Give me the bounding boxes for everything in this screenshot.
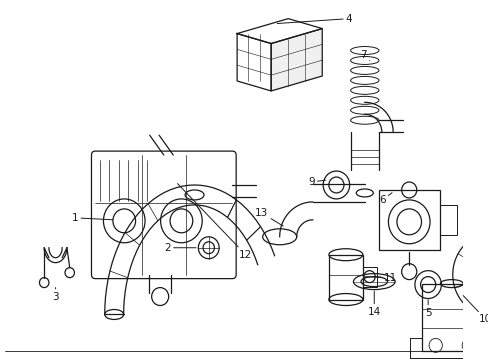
Text: 2: 2 xyxy=(164,243,196,253)
Bar xyxy=(362,267,376,287)
Text: 13: 13 xyxy=(255,208,283,226)
Text: 3: 3 xyxy=(52,288,59,302)
Bar xyxy=(328,255,362,300)
Text: 7: 7 xyxy=(359,50,369,60)
Text: 8: 8 xyxy=(0,359,1,360)
Polygon shape xyxy=(237,33,271,91)
Text: 15: 15 xyxy=(0,359,1,360)
Text: 11: 11 xyxy=(364,273,396,283)
Text: 10: 10 xyxy=(462,296,488,324)
Text: 9: 9 xyxy=(307,177,325,187)
Polygon shape xyxy=(237,19,322,44)
Text: 17: 17 xyxy=(0,359,1,360)
Bar xyxy=(440,205,457,235)
Bar xyxy=(421,284,482,351)
Text: 14: 14 xyxy=(367,291,380,316)
Text: 16: 16 xyxy=(0,359,1,360)
Text: 4: 4 xyxy=(277,14,352,24)
Text: 12: 12 xyxy=(177,184,252,260)
Text: 1: 1 xyxy=(71,213,113,223)
Text: 6: 6 xyxy=(378,193,391,205)
Polygon shape xyxy=(271,28,322,91)
Text: 18: 18 xyxy=(0,359,1,360)
Text: 5: 5 xyxy=(424,300,430,318)
Bar xyxy=(378,190,440,250)
